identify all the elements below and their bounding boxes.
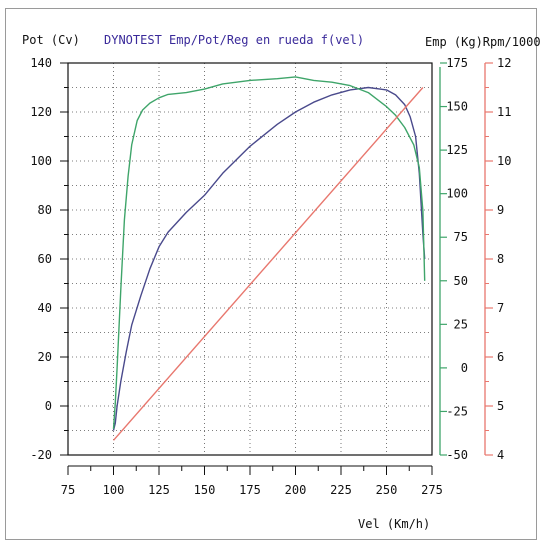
x-axis-tick-label: 100 <box>103 483 125 497</box>
rpm-axis-tick-label: 11 <box>497 105 511 119</box>
chart-title: DYNOTEST Emp/Pot/Reg en rueda f(vel) <box>104 33 364 47</box>
left-axis-tick-label: 40 <box>38 301 52 315</box>
emp-axis-tick-label: 125 <box>446 143 468 157</box>
rpm-axis-tick-label: 12 <box>497 56 511 70</box>
left-axis-tick-label: 20 <box>38 350 52 364</box>
rpm-axis-tick-label: 10 <box>497 154 511 168</box>
right-axis-label: Emp (Kg)Rpm/1000 <box>425 35 541 49</box>
rpm-axis-tick-label: 9 <box>497 203 504 217</box>
left-axis-tick-label: 60 <box>38 252 52 266</box>
rpm-axis-tick-label: 6 <box>497 350 504 364</box>
x-axis-tick-label: 75 <box>61 483 75 497</box>
rpm-axis-tick-label: 4 <box>497 448 504 462</box>
series-line-left <box>112 86 426 431</box>
left-axis-tick-label: 100 <box>30 154 52 168</box>
left-axis-tick-label: 140 <box>30 56 52 70</box>
rpm-axis-tick-label: 8 <box>497 252 504 266</box>
chart-frame <box>5 8 537 540</box>
emp-axis-tick-label: 25 <box>454 317 468 331</box>
emp-axis-tick-label: 175 <box>446 56 468 70</box>
left-axis-tick-label: 80 <box>38 203 52 217</box>
x-axis-tick-label: 275 <box>421 483 443 497</box>
x-axis-label: Vel (Km/h) <box>358 517 430 531</box>
emp-axis-tick-label: -25 <box>446 404 468 418</box>
left-axis-tick-label: -20 <box>30 448 52 462</box>
left-axis-label: Pot (Cv) <box>22 33 80 47</box>
emp-axis-tick-label: 0 <box>461 361 468 375</box>
x-axis-tick-label: 125 <box>148 483 170 497</box>
emp-axis-tick-label: -50 <box>446 448 468 462</box>
emp-axis-tick-label: 100 <box>446 187 468 201</box>
x-axis-tick-label: 250 <box>376 483 398 497</box>
rpm-axis-tick-label: 7 <box>497 301 504 315</box>
grid <box>68 63 432 455</box>
x-axis-tick-label: 175 <box>239 483 261 497</box>
left-axis-tick-label: 0 <box>45 399 52 413</box>
x-axis-tick-label: 200 <box>285 483 307 497</box>
emp-axis-tick-label: 150 <box>446 100 468 114</box>
series-line-emp <box>112 76 426 429</box>
curves <box>112 76 426 441</box>
series-line-rpm <box>112 87 424 441</box>
x-axis-tick-label: 225 <box>330 483 352 497</box>
emp-axis-tick-label: 50 <box>454 274 468 288</box>
rpm-axis-tick-label: 5 <box>497 399 504 413</box>
x-axis-tick-label: 150 <box>194 483 216 497</box>
emp-axis-tick-label: 75 <box>454 230 468 244</box>
left-axis-tick-label: 120 <box>30 105 52 119</box>
